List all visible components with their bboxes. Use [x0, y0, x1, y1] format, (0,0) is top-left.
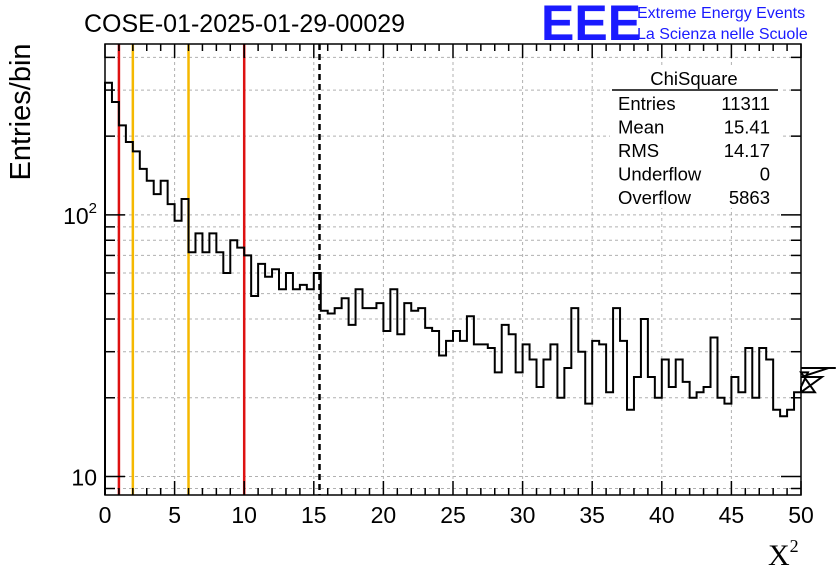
stats-row-label: Mean	[618, 117, 664, 138]
stats-row-label: Entries	[618, 93, 676, 114]
stats-rows: Entries 11311 Mean 15.41 RMS 14.17 Underflow 0 O…	[618, 93, 770, 208]
chart-title: COSE-01-2025-01-29-00029	[84, 10, 405, 38]
y-tick-label: 102	[63, 200, 97, 229]
marker-lines	[117, 44, 321, 495]
stats-row-value: 14.17	[724, 140, 770, 161]
x-tick-label: 20	[371, 502, 397, 528]
x-tick-label: 50	[788, 502, 814, 528]
y-tick-label: 10	[71, 465, 97, 491]
stats-row-label: Overflow	[618, 187, 692, 208]
eee-logo-line2: La Scienza nelle Scuole	[637, 26, 808, 43]
x-tick-label: 30	[510, 502, 536, 528]
x-tick-label: 40	[649, 502, 675, 528]
eee-logo-line1: Extreme Energy Events	[637, 5, 805, 22]
histogram-step-line	[104, 81, 836, 495]
x-tick-label: 45	[719, 502, 745, 528]
x-axis-label: X2	[768, 536, 799, 572]
stats-row-value: 5863	[729, 187, 770, 208]
stats-box: ChiSquare Entries 11311 Mean 15.41 RMS 14.17 U…	[610, 66, 780, 208]
stats-row-value: 15.41	[724, 117, 770, 138]
y-tick-label-base: 10	[63, 203, 89, 229]
stats-row-value: 0	[760, 164, 770, 185]
x-tick-label: 5	[168, 502, 181, 528]
x-axis-label-sup: 2	[790, 536, 799, 556]
y-axis-label: Entries/bin	[5, 43, 37, 180]
stats-row-value: 11311	[721, 93, 770, 114]
y-tick-label-base: 10	[71, 465, 97, 491]
x-tick-label: 10	[231, 502, 257, 528]
eee-logo-letters: EEE	[541, 0, 641, 51]
stats-title: ChiSquare	[650, 68, 737, 89]
axis-ticks	[104, 44, 802, 495]
x-tick-label: 0	[99, 502, 112, 528]
y-tick-label-exp: 2	[89, 200, 97, 217]
x-tick-label: 35	[579, 502, 605, 528]
x-tick-labels: 0 5 10 15 20 25 30 35 40 45 50	[99, 502, 814, 528]
x-axis-label-base: X	[768, 539, 790, 572]
stats-row-label: Underflow	[618, 164, 702, 185]
x-tick-label: 15	[301, 502, 327, 528]
eee-logo: EEE Extreme Energy Events La Scienza nel…	[541, 0, 808, 51]
grid-lines	[105, 44, 801, 495]
stats-row-label: RMS	[618, 140, 659, 161]
x-tick-label: 25	[440, 502, 466, 528]
